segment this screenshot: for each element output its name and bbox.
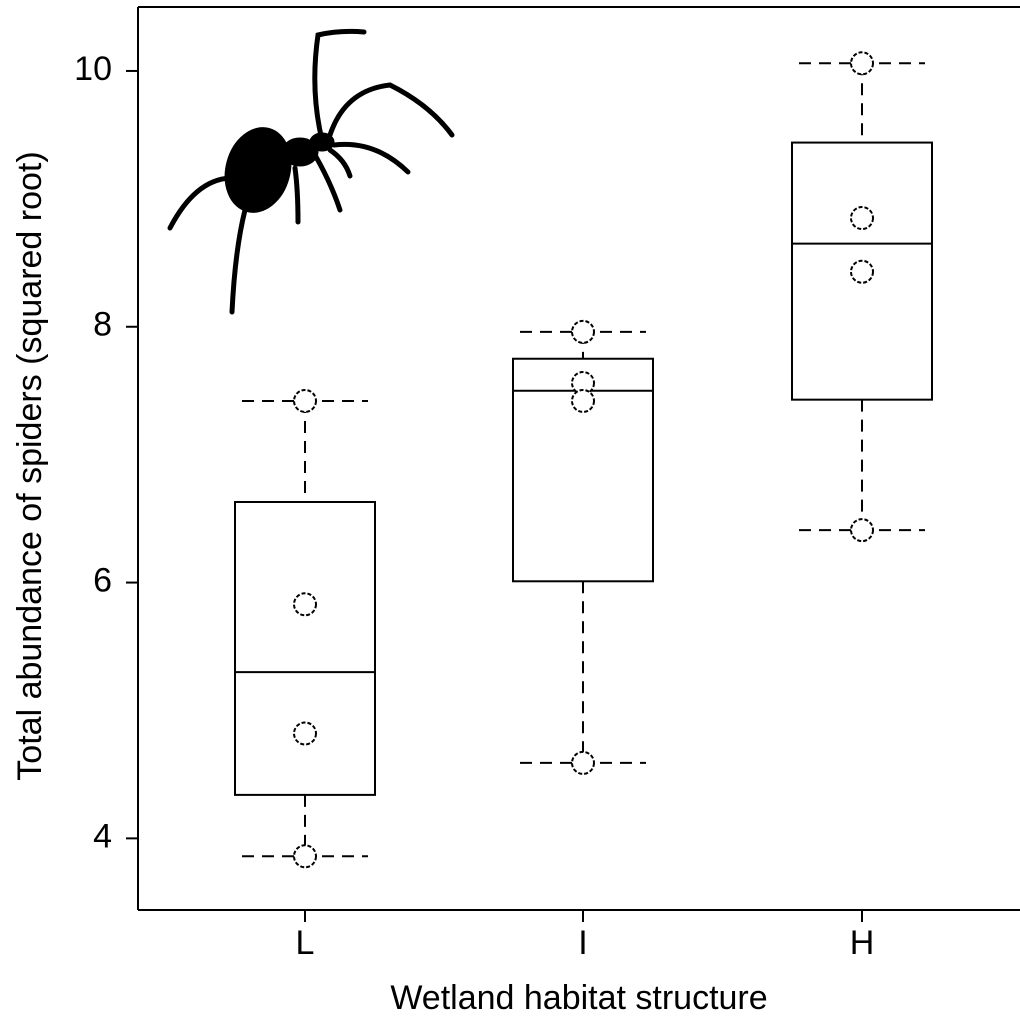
spider-icon (167, 28, 455, 315)
y-tick-label: 8 (93, 306, 112, 344)
data-point (293, 592, 317, 617)
y-tick-label: 10 (74, 50, 112, 88)
data-point (850, 51, 874, 76)
box (512, 357, 654, 583)
y-tick-label: 6 (93, 562, 112, 600)
data-point (571, 388, 595, 413)
data-point (571, 371, 595, 396)
data-point (293, 721, 317, 746)
x-tick-label: I (578, 924, 587, 962)
box (234, 500, 376, 796)
x-tick-label: H (850, 924, 875, 962)
data-point (571, 319, 595, 344)
y-tick-label: 4 (93, 817, 112, 855)
data-point (850, 518, 874, 543)
x-axis-label: Wetland habitat structure (390, 979, 767, 1017)
data-point (850, 259, 874, 284)
data-point (850, 206, 874, 231)
data-point (293, 844, 317, 869)
data-point (571, 750, 595, 775)
data-point (293, 388, 317, 413)
x-tick-label: L (296, 924, 315, 962)
y-axis-label: Total abundance of spiders (squared root… (11, 151, 49, 780)
box (791, 141, 933, 401)
